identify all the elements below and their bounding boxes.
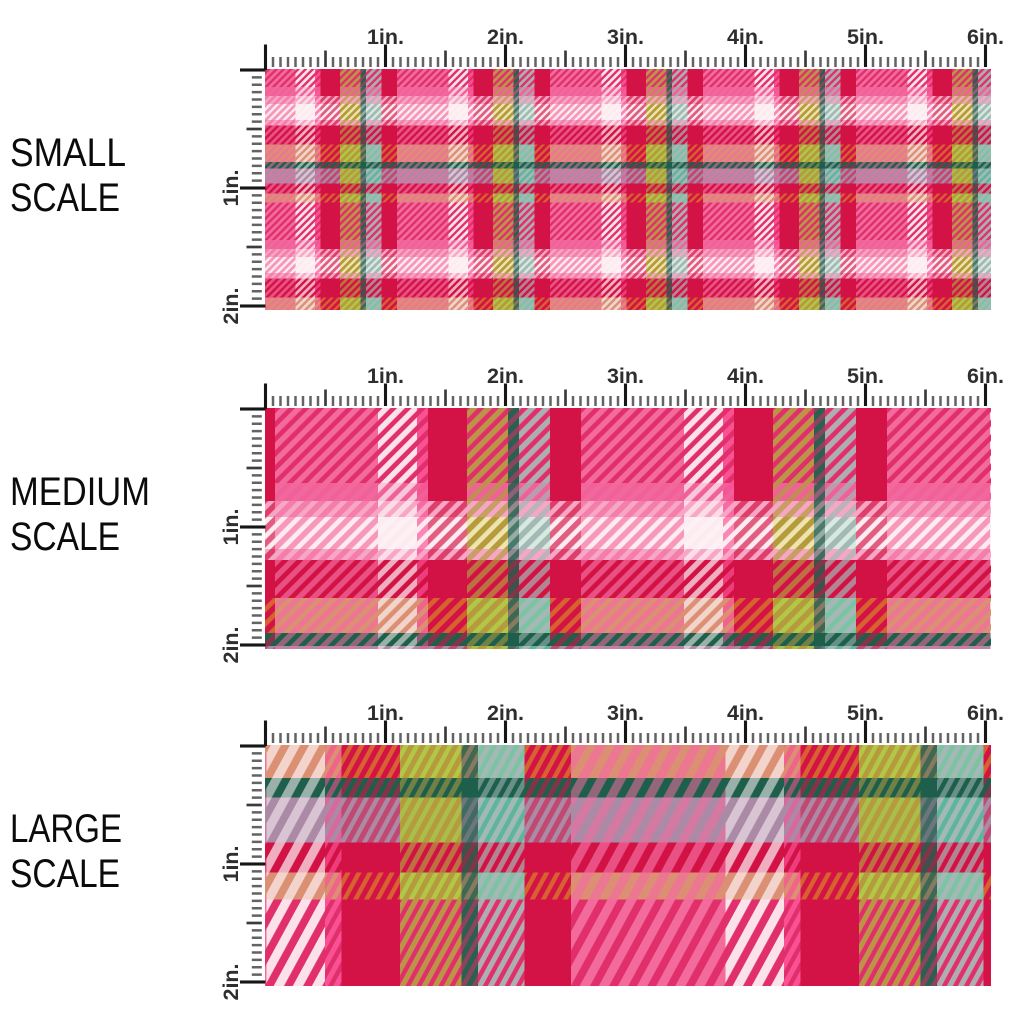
section-small-scale: SMALL SCALE 1in. 2in. 3in. 4in. 5in. 6in.1in.… — [10, 25, 1004, 325]
ruler-inch-label: 6in. — [967, 701, 1004, 725]
ruler-inch-label: 5in. — [847, 25, 884, 49]
ruler-inch-label: 4in. — [727, 25, 764, 49]
ruler-inch-label: 3in. — [607, 364, 644, 388]
ruler-inch-label: 6in. — [967, 364, 1004, 388]
horizontal-ruler: 1in. 2in. 3in. 4in. 5in. 6in. — [263, 701, 1004, 746]
fabric-swatch-small-scale — [265, 69, 991, 310]
ruler-inch-label: 4in. — [727, 364, 764, 388]
ruler-inch-label: 2in. — [487, 701, 524, 725]
fabric-swatch-large-scale — [265, 745, 991, 986]
scale-label-line1: LARGE — [10, 807, 122, 851]
section-large-scale: LARGE SCALE 1in. 2in. 3in. 4in. 5in. 6in.1in.… — [10, 701, 1004, 1001]
ruler-inch-label: 1in. — [367, 364, 404, 388]
vertical-ruler: 1in. 2in. — [219, 744, 266, 1001]
ruler-inch-label: 1in. — [367, 701, 404, 725]
ruler-inch-label: 1in. — [367, 25, 404, 49]
ruler-side-label: 2in. — [219, 287, 243, 324]
horizontal-ruler: 1in. 2in. 3in. 4in. 5in. 6in. — [263, 25, 1004, 70]
ruler-inch-label: 2in. — [487, 25, 524, 49]
horizontal-ruler: 1in. 2in. 3in. 4in. 5in. 6in. — [263, 364, 1004, 409]
ruler-side-label: 1in. — [219, 169, 243, 206]
ruler-side-label: 2in. — [219, 963, 243, 1000]
ruler-inch-label: 3in. — [607, 25, 644, 49]
vertical-ruler: 1in. 2in. — [219, 407, 266, 664]
scale-label-line2: SCALE — [10, 852, 120, 896]
scale-label-line1: MEDIUM — [10, 470, 150, 514]
vertical-ruler: 1in. 2in. — [219, 68, 266, 325]
ruler-inch-label: 4in. — [727, 701, 764, 725]
ruler-side-label: 1in. — [219, 508, 243, 545]
ruler-side-label: 1in. — [219, 845, 243, 882]
section-medium-scale: MEDIUM SCALE 1in. 2in. 3in. 4in. 5in. 6in.1in… — [10, 364, 1004, 664]
scale-label-line2: SCALE — [10, 515, 120, 559]
ruler-inch-label: 2in. — [487, 364, 524, 388]
fabric-swatch-medium-scale — [265, 408, 991, 649]
scale-label-line2: SCALE — [10, 176, 120, 220]
ruler-side-label: 2in. — [219, 626, 243, 663]
ruler-inch-label: 6in. — [967, 25, 1004, 49]
ruler-inch-label: 5in. — [847, 701, 884, 725]
ruler-inch-label: 5in. — [847, 364, 884, 388]
scale-label-line1: SMALL — [10, 131, 126, 175]
ruler-inch-label: 3in. — [607, 701, 644, 725]
